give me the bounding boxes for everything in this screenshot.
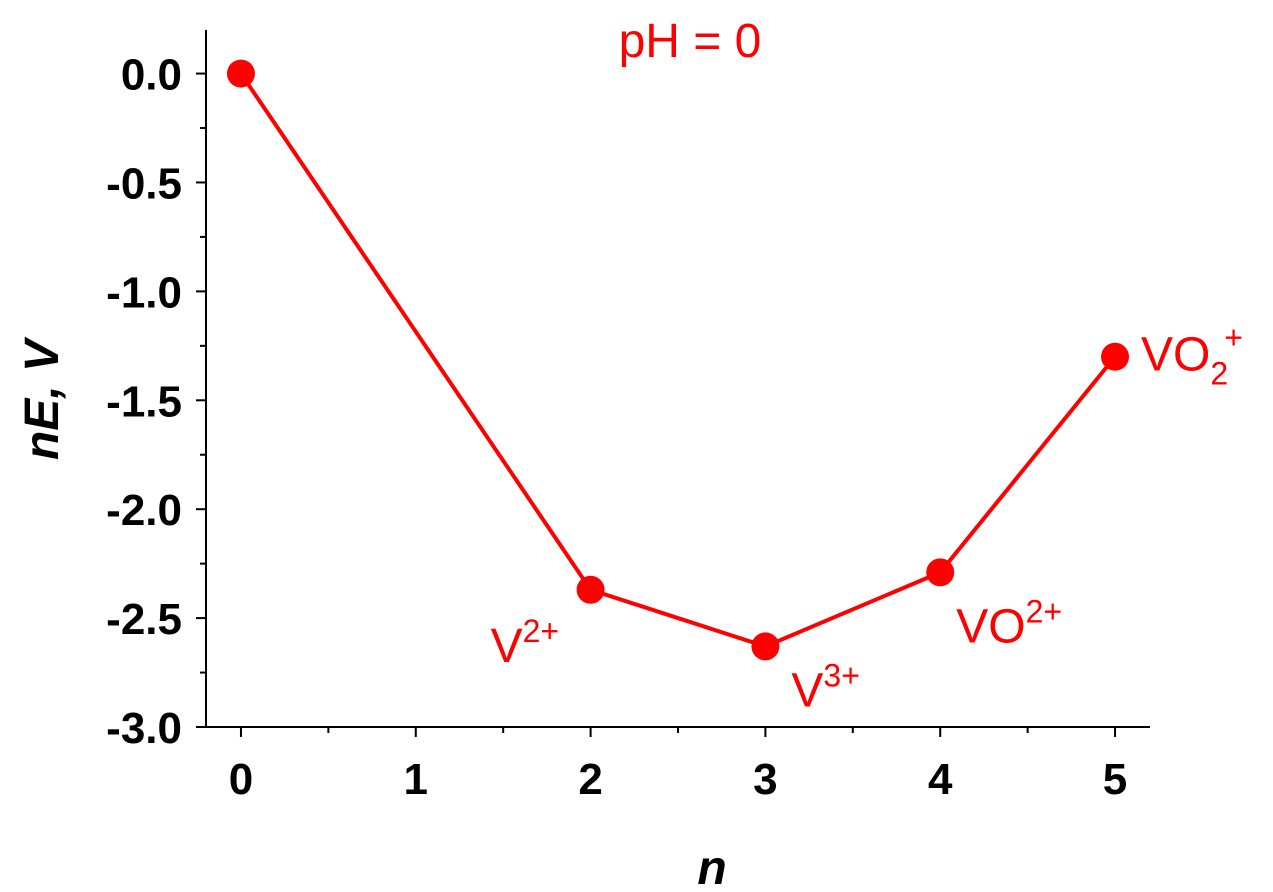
data-point <box>576 575 605 604</box>
y-axis-title: nE, V <box>16 336 69 460</box>
x-tick-label: 2 <box>578 755 602 804</box>
y-tick-label: -1.5 <box>106 377 182 426</box>
y-tick-label: -2.0 <box>106 486 182 535</box>
x-axis-title: n <box>697 842 726 892</box>
series-line <box>239 72 1117 649</box>
x-tick-label: 1 <box>404 755 428 804</box>
species-label: VO2+ <box>1141 320 1243 392</box>
data-point <box>926 558 955 587</box>
species-label: VO2+ <box>956 593 1062 653</box>
axes: 0.0 -0.5 -1.0 -1.5 -2.0 -2.5 -3.0 0 1 2 3 4 5 <box>106 30 1150 804</box>
y-tick-label: -3.0 <box>106 704 182 753</box>
x-tick-label: 0 <box>229 755 253 804</box>
labels-layer: pH = 0 n nE, V V2+ V3+ VO2+ VO2+ <box>16 15 1243 892</box>
species-label: V3+ <box>791 657 860 717</box>
y-tick-label: -0.5 <box>106 159 182 208</box>
x-tick-label: 4 <box>928 755 953 804</box>
y-tick-label: 0.0 <box>121 51 182 100</box>
data-point <box>751 632 780 661</box>
x-tick-label: 5 <box>1103 755 1127 804</box>
chart-title: pH = 0 <box>619 15 762 68</box>
species-label: V2+ <box>491 613 560 673</box>
data-point <box>1101 342 1130 371</box>
y-tick-label: -1.0 <box>106 268 182 317</box>
series-layer <box>226 59 1130 661</box>
x-tick-label: 3 <box>753 755 777 804</box>
y-tick-label: -2.5 <box>106 595 182 644</box>
data-point <box>226 59 255 88</box>
